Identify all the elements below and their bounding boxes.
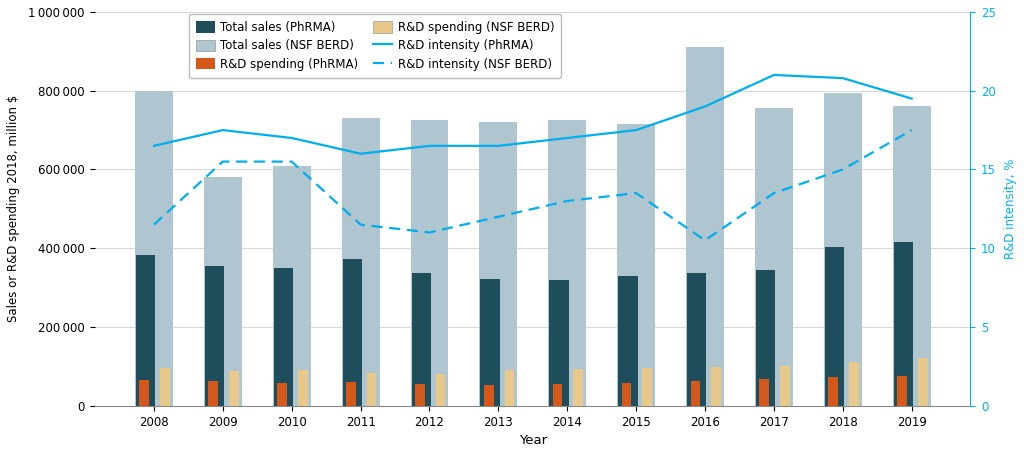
Bar [278,383,287,406]
Bar [618,276,638,406]
Bar [505,370,514,406]
Bar [756,270,775,406]
Y-axis label: R&D intensity, %: R&D intensity, % [1005,159,1017,259]
X-axis label: Year: Year [519,434,547,447]
Bar [893,107,931,406]
Bar [205,266,224,406]
Bar [642,368,652,406]
Bar [272,166,310,406]
Bar [760,379,769,406]
Bar [686,47,724,406]
Bar [412,273,431,406]
Bar [712,367,721,406]
Bar [208,381,218,406]
Bar [204,178,242,406]
Legend: Total sales (PhRMA), Total sales (NSF BERD), R&D spending (PhRMA), R&D spending : Total sales (PhRMA), Total sales (NSF BE… [188,14,561,78]
Bar [849,362,859,406]
Bar [549,280,568,406]
Bar [548,120,586,406]
Bar [273,268,293,406]
Bar [411,120,449,406]
Bar [367,373,377,406]
Bar [617,124,655,406]
Bar [755,109,793,406]
Y-axis label: Sales or R&D spending 2018, million $: Sales or R&D spending 2018, million $ [7,95,19,322]
Bar [553,384,562,406]
Bar [229,371,239,406]
Bar [479,122,517,406]
Bar [573,369,583,406]
Bar [918,358,928,406]
Bar [343,259,361,406]
Bar [298,370,307,406]
Bar [690,381,700,406]
Bar [139,380,150,406]
Bar [346,382,355,406]
Bar [415,384,425,406]
Bar [484,385,494,406]
Bar [136,255,156,406]
Bar [828,377,838,406]
Bar [825,247,844,406]
Bar [897,376,907,406]
Bar [894,242,913,406]
Bar [135,91,173,406]
Bar [687,273,707,406]
Bar [824,93,862,406]
Bar [780,366,790,406]
Bar [480,279,500,406]
Bar [342,118,380,406]
Bar [622,383,632,406]
Bar [160,368,170,406]
Bar [435,374,445,406]
